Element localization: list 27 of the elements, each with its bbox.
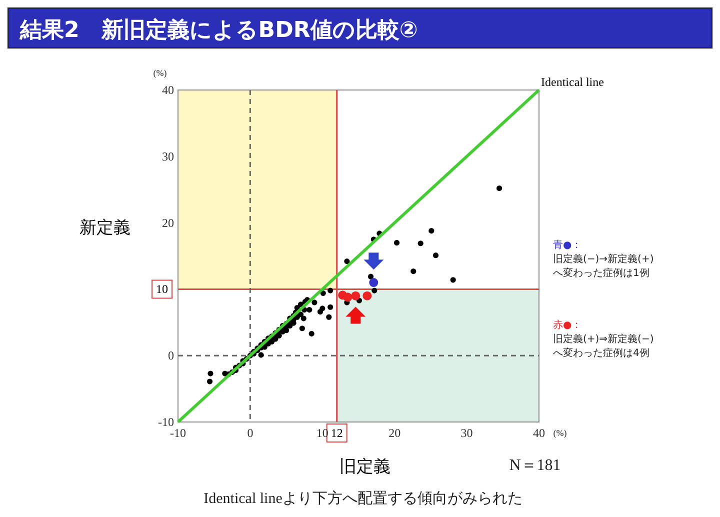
text: 旧定義(−)→新定義(+)へ変わった症例は1例 [553,253,654,279]
point [343,292,352,302]
ref-line-label: 12 [330,426,343,440]
x-tick-label: 0 [247,426,254,440]
x-tick-label: 20 [388,426,401,440]
text: 旧定義(+)⇒新定義(−)へ変わった症例は4例 [553,333,654,359]
y-tick-label: 0 [168,348,174,363]
x-tick-label: 40 [533,426,545,440]
chart-title: 結果2 新旧定義によるBDR値の比較② [19,17,418,43]
point [362,291,372,300]
series-label: Identical line [541,75,604,89]
text: 赤●： [553,319,582,331]
y-tick-label: 20 [162,216,174,230]
point [369,278,378,288]
x-tick-label: 30 [460,426,473,440]
point [351,291,360,300]
y-tick-label: 30 [162,149,174,164]
text: N＝181 [509,457,561,474]
y-tick-label: -10 [158,415,174,429]
text: (%) [553,428,567,438]
text: 青●： [553,239,582,251]
x-axis-title: 旧定義 [340,457,390,477]
y-axis-title: 新定義 [80,218,130,238]
text: Identical lineより下方へ配置する傾向がみられた [204,490,522,507]
y-tick-label: 40 [162,83,174,97]
ref-line-label: 10 [156,282,168,296]
text: (%) [153,68,167,78]
